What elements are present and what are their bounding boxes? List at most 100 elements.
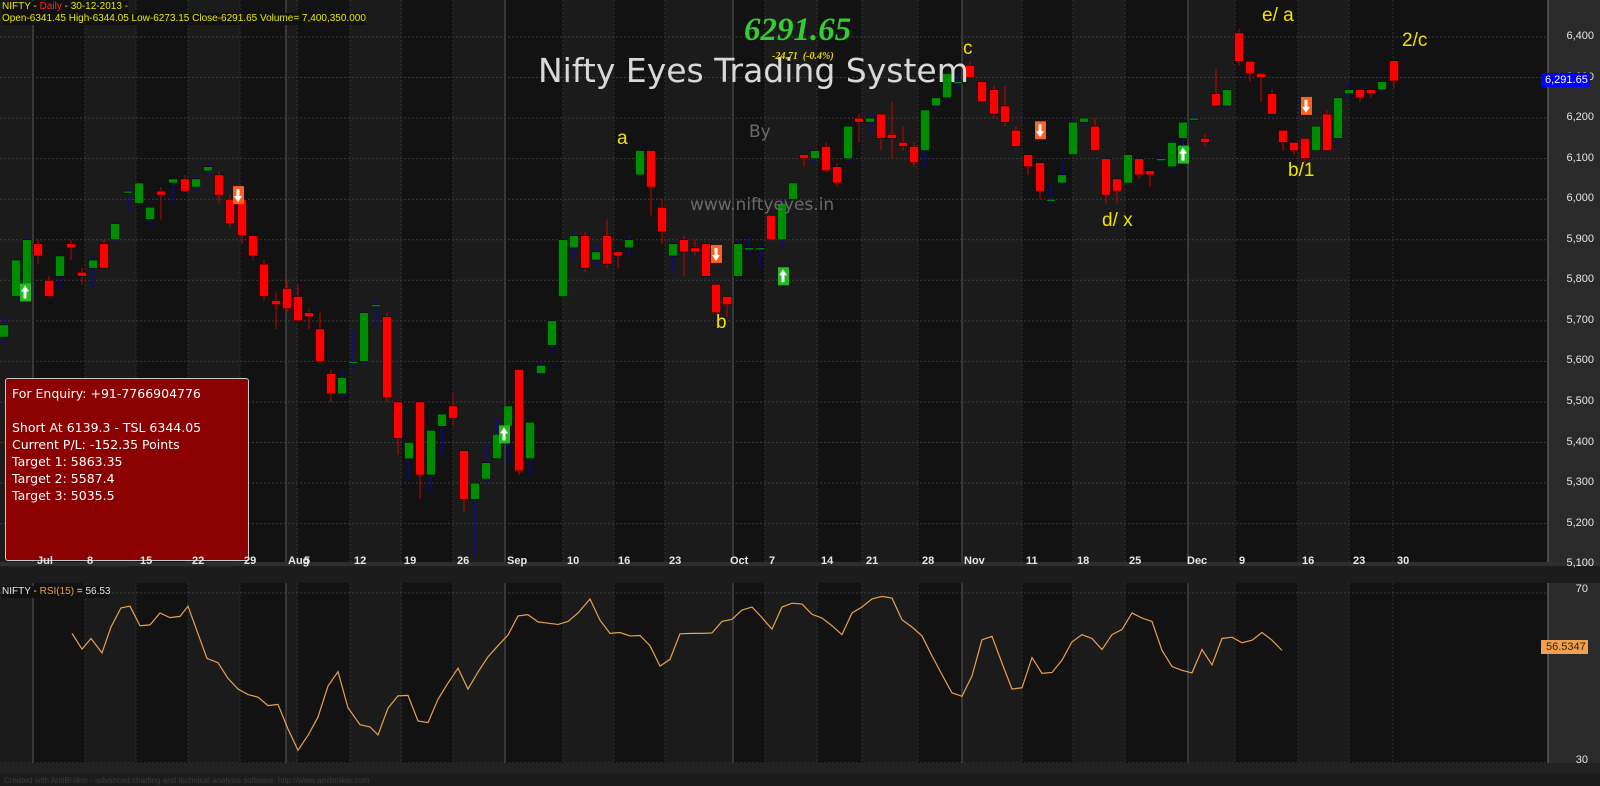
price-axis-label: 5,900: [1566, 232, 1594, 245]
candle: [415, 401, 425, 500]
date-axis-label: 23: [669, 555, 682, 567]
price-axis-label: 5,100: [1566, 557, 1594, 570]
system-title: Nifty Eyes Trading System: [538, 51, 969, 90]
rsi-current-marker: 56.5347: [1541, 640, 1588, 654]
candle: [1267, 89, 1277, 115]
candle: [1344, 81, 1354, 98]
candle: [657, 199, 667, 244]
candle: [569, 231, 579, 261]
candle: [514, 369, 524, 475]
candle: [580, 231, 590, 273]
candle: [1366, 89, 1376, 98]
date-label: - 30-12-2013 -: [61, 1, 128, 12]
candle: [1134, 158, 1144, 179]
candle: [920, 109, 930, 167]
candle: [404, 442, 414, 479]
date-axis-label: 21: [866, 555, 879, 567]
candle: [953, 73, 963, 90]
candle: [33, 239, 43, 265]
candle: [426, 430, 436, 492]
candle: [977, 81, 987, 103]
candle: [304, 308, 314, 329]
website-watermark: www.niftyeyes.in: [690, 195, 835, 215]
candle: [854, 114, 864, 143]
candle: [248, 235, 258, 261]
date-axis-label: 30: [1397, 555, 1410, 567]
wave-label: c: [963, 38, 973, 59]
target-2: Target 2: 5587.4: [12, 471, 115, 486]
by-label: By: [749, 122, 771, 142]
candle: [887, 101, 897, 159]
candle: [558, 239, 568, 297]
sell-arrow-icon: [233, 186, 244, 205]
candle: [123, 187, 133, 212]
candle: [777, 199, 787, 248]
candle: [1145, 170, 1155, 188]
price-axis-label: 5,400: [1566, 435, 1594, 448]
candle: [1068, 118, 1078, 155]
price-axis-label: 6,200: [1566, 111, 1594, 124]
candle: [359, 312, 369, 366]
candle: [547, 320, 557, 354]
candle: [701, 243, 711, 277]
candle: [1000, 85, 1010, 127]
candle: [766, 215, 776, 240]
candle: [755, 243, 765, 269]
wave-label: e/ a: [1262, 5, 1294, 26]
buy-arrow-icon: [499, 425, 510, 444]
rsi-axis-30: 30: [1575, 754, 1588, 766]
candle: [168, 178, 178, 204]
candle: [1200, 134, 1210, 147]
date-axis-label: 25: [1129, 555, 1142, 567]
price-axis-label: 5,600: [1566, 354, 1594, 367]
candle: [1211, 69, 1221, 107]
candle: [668, 243, 678, 273]
date-axis-label: 10: [567, 555, 580, 567]
date-axis-label: Sep: [507, 555, 528, 567]
wave-label: b/1: [1288, 160, 1315, 181]
candle: [1189, 114, 1199, 123]
date-axis-label: 19: [404, 555, 417, 567]
candle: [525, 421, 535, 475]
candle: [259, 260, 269, 301]
candle: [1355, 89, 1365, 102]
date-axis-label: 9: [1239, 555, 1246, 567]
candle: [481, 442, 491, 484]
rsi-value: = 56.53: [74, 586, 111, 597]
candle: [1289, 142, 1299, 155]
candle: [1333, 97, 1343, 143]
candle: [613, 251, 623, 269]
target-1: Target 1: 5863.35: [12, 454, 123, 469]
candle: [1322, 109, 1332, 151]
price-chart-pane[interactable]: [0, 0, 1600, 566]
candle: [11, 259, 21, 301]
candle: [1278, 130, 1288, 151]
candle: [832, 162, 842, 188]
candle: [1123, 154, 1133, 184]
candle: [382, 312, 392, 402]
candle: [315, 312, 325, 362]
price-axis-label: 5,500: [1566, 394, 1594, 407]
candle: [44, 276, 54, 297]
price-axis-label: 6,100: [1566, 151, 1594, 164]
candle: [1222, 89, 1232, 110]
candle: [646, 150, 656, 216]
candle: [602, 219, 612, 269]
candle: [1079, 117, 1089, 127]
candle: [1035, 162, 1045, 200]
candle: [66, 239, 76, 261]
rsi-pane[interactable]: [0, 583, 1600, 773]
candle: [635, 146, 645, 176]
position-entry: Short At 6139.3 - TSL 6344.05: [12, 420, 202, 435]
candle: [591, 243, 601, 269]
candle: [536, 361, 546, 378]
candle: [1112, 178, 1122, 204]
candle: [898, 126, 908, 151]
candle: [348, 328, 358, 370]
candle: [1311, 125, 1321, 151]
candle: [1300, 138, 1310, 163]
date-axis-label: Nov: [964, 555, 985, 567]
date-axis-label: Dec: [1187, 555, 1208, 567]
date-axis-label: 29: [244, 555, 257, 567]
